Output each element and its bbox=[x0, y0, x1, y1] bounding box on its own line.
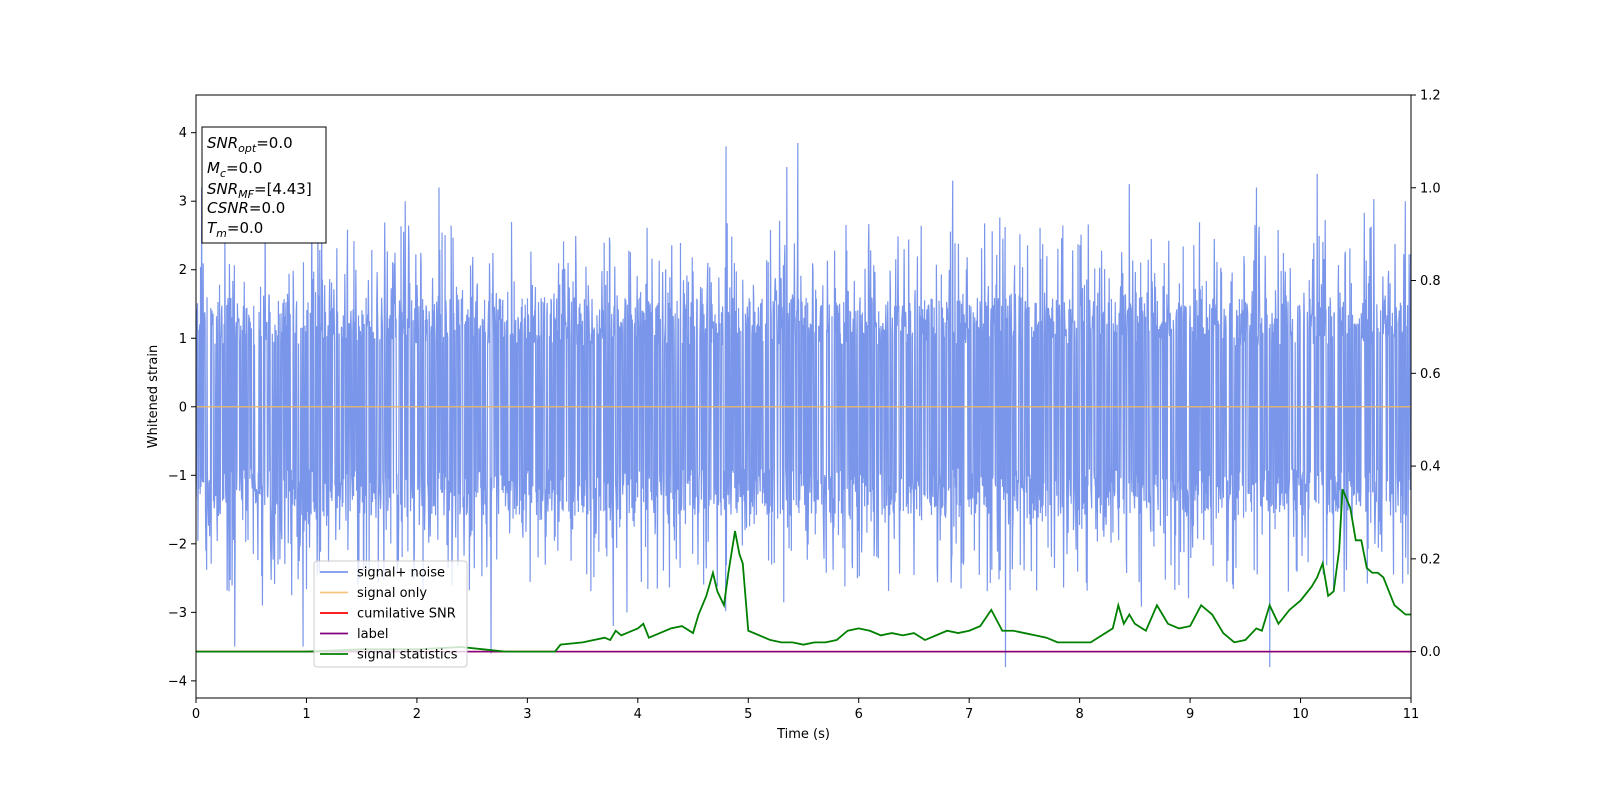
x-tick-label: 0 bbox=[192, 707, 200, 722]
info-box-line: Mc=0.0 bbox=[207, 159, 262, 180]
y2-tick-label: 0.0 bbox=[1420, 645, 1441, 660]
legend-label: label bbox=[357, 627, 388, 642]
y2-tick-label: 0.6 bbox=[1420, 367, 1441, 382]
info-box-frame bbox=[201, 126, 327, 244]
x-axis-title: Time (s) bbox=[776, 727, 830, 742]
y2-tick-label: 0.2 bbox=[1420, 552, 1441, 567]
noise-series bbox=[196, 142, 1411, 668]
x-tick-label: 9 bbox=[1186, 707, 1194, 722]
y-axis-title: Whitened strain bbox=[146, 345, 161, 448]
y-axis-left: −4 −3 −2 −1 0 1 2 3 4 bbox=[168, 126, 196, 689]
y-tick-label: −4 bbox=[168, 674, 187, 689]
plot-frame bbox=[195, 94, 1412, 699]
legend: signal+ noise signal only cumilative SNR la… bbox=[313, 560, 468, 668]
y-tick-label: −3 bbox=[168, 606, 187, 621]
y2-tick-label: 0.8 bbox=[1420, 274, 1441, 289]
x-tick-label: 1 bbox=[302, 707, 310, 722]
x-tick-label: 2 bbox=[413, 707, 421, 722]
y-tick-label: 2 bbox=[179, 263, 187, 278]
x-tick-label: 3 bbox=[523, 707, 531, 722]
y2-tick-label: 1.0 bbox=[1420, 181, 1441, 196]
info-box-line: CSNR=0.0 bbox=[207, 199, 285, 217]
x-tick-label: 6 bbox=[855, 707, 863, 722]
legend-label: signal only bbox=[357, 586, 427, 601]
x-tick-label: 10 bbox=[1292, 707, 1309, 722]
series-line-signal-statistics bbox=[196, 488, 1411, 653]
y-tick-label: −2 bbox=[168, 537, 187, 552]
x-tick-label: 11 bbox=[1403, 707, 1420, 722]
info-box-line: SNRopt=0.0 bbox=[207, 134, 293, 155]
x-tick-label: 4 bbox=[634, 707, 642, 722]
legend-frame bbox=[313, 560, 468, 668]
y2-tick-label: 0.4 bbox=[1420, 460, 1441, 475]
info-box-line: SNRMF=[4.43] bbox=[207, 180, 312, 201]
series-line-signal-noise bbox=[196, 142, 1411, 668]
y-axis-right: 0.0 0.2 0.4 0.6 0.8 1.0 1.2 bbox=[1411, 89, 1441, 660]
y-tick-label: 4 bbox=[179, 126, 187, 141]
x-axis: 0 1 2 3 4 5 6 7 8 9 10 11 bbox=[192, 698, 1419, 722]
x-tick-label: 7 bbox=[965, 707, 973, 722]
y-tick-label: 3 bbox=[179, 195, 187, 210]
x-tick-label: 8 bbox=[1075, 707, 1083, 722]
info-box-line: Tm=0.0 bbox=[207, 219, 263, 240]
x-tick-label: 5 bbox=[744, 707, 752, 722]
y-tick-label: 0 bbox=[179, 400, 187, 415]
y-tick-label: −1 bbox=[168, 469, 187, 484]
y-tick-label: 1 bbox=[179, 332, 187, 347]
legend-label: signal statistics bbox=[357, 648, 458, 663]
y2-tick-label: 1.2 bbox=[1420, 89, 1441, 104]
legend-label: cumilative SNR bbox=[357, 607, 456, 622]
legend-label: signal+ noise bbox=[357, 566, 445, 581]
